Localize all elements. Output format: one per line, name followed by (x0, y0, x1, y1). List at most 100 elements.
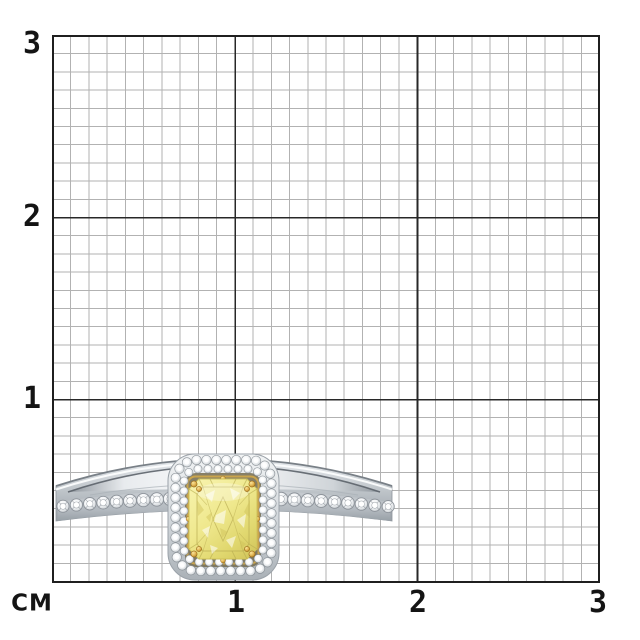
pave-stone (354, 497, 369, 511)
pave-stone-table (384, 503, 392, 510)
pave-stone-facet (78, 506, 81, 510)
halo-stone-table (186, 470, 191, 475)
y-axis-tick-1: 1 (22, 381, 42, 416)
pave-stone (327, 495, 342, 509)
halo-stone (179, 526, 189, 536)
halo-stone-table (181, 498, 187, 504)
halo-stone-table (218, 568, 224, 574)
halo-stone-table (268, 550, 274, 556)
prongs (190, 480, 256, 558)
halo-stone-table (179, 563, 185, 568)
halo-stone (211, 454, 222, 466)
pave-stone-facet (356, 505, 360, 509)
sparkle-light (230, 488, 240, 500)
pave-stone-facet (282, 500, 286, 504)
halo-stone (266, 548, 277, 559)
halo-stone-table (248, 568, 253, 574)
pave-stone-facet (343, 498, 347, 502)
halo-stone-table (181, 488, 187, 494)
prong-ball (248, 550, 256, 558)
pave-stone-facet (296, 494, 300, 498)
pave-stone (96, 495, 110, 510)
halo-stone (223, 464, 233, 474)
pave-stone-facet (138, 495, 142, 499)
halo-stone-table (173, 515, 178, 520)
halo-stone (205, 565, 216, 577)
halo-stone (258, 515, 268, 525)
pave-stone-facet (289, 501, 293, 505)
pave-stone-facet (72, 506, 75, 510)
pave-stone-table (371, 501, 379, 509)
prong-ball (196, 486, 202, 492)
pave-stone-facet (72, 500, 75, 504)
ring (55, 453, 395, 581)
pave-stone-facet (363, 499, 366, 503)
pave-stone-facet (282, 494, 286, 498)
pave-stone-table (126, 497, 134, 505)
pave-stone-facet (303, 495, 306, 499)
pave-stone (381, 500, 395, 514)
halo-stone-table (269, 520, 274, 526)
pave-stone-facet (376, 506, 380, 510)
pave-stone-facet (389, 508, 393, 511)
pave-stone-facet (370, 500, 374, 504)
halo-stone-table (177, 466, 182, 472)
halo-stone-table (173, 535, 178, 540)
halo-stone-table (182, 548, 187, 554)
halo-stone-table (216, 559, 222, 565)
pave-stone-facet (118, 497, 122, 500)
halo-stone-table (236, 559, 242, 565)
halo-stone-table (269, 481, 274, 486)
pave-stone-facet (330, 503, 333, 507)
sparkle-deep (240, 540, 246, 549)
halo-inner-row (179, 464, 268, 567)
pave-stone-facet (131, 496, 135, 499)
pave-stone-facet (112, 497, 115, 500)
pave-stone-facet (58, 501, 62, 505)
sparkle-light (210, 545, 218, 554)
halo-stone-table (245, 466, 251, 472)
halo-stone (266, 528, 277, 539)
halo-stone-table (173, 475, 179, 481)
halo-stone-table (173, 495, 178, 501)
halo-stone-table (223, 457, 229, 463)
halo-stone-table (262, 463, 268, 468)
pave-stone-table (344, 499, 352, 507)
pave-stone-facet (336, 497, 340, 501)
pave-stone-table (59, 502, 67, 510)
sparkle-deep (220, 528, 228, 538)
halo-stone (204, 557, 214, 567)
pave-stone-facet (98, 504, 102, 508)
halo-stone (265, 468, 276, 479)
pave-stone-facet (363, 505, 366, 509)
halo-stone (258, 495, 268, 505)
pave-stone-table (331, 498, 339, 506)
halo-stone (203, 464, 213, 474)
halo-stone-table (269, 491, 274, 496)
halo-stone (258, 475, 268, 485)
pave-stone-facet (309, 502, 313, 505)
halo-stone (170, 482, 181, 493)
halo-stone (179, 496, 189, 506)
pave-stone (69, 498, 84, 512)
halo-stone-table (238, 568, 243, 574)
pave-stone-facet (383, 508, 387, 511)
pave-stone-table (113, 498, 121, 506)
sparkle-light (205, 490, 215, 502)
halo-stone (266, 488, 277, 499)
halo-stone (255, 563, 266, 574)
pave-stone-facet (303, 502, 306, 505)
halo-stone-table (174, 554, 180, 560)
halo-stone (185, 554, 195, 564)
halo-stone-table (181, 538, 187, 544)
halo-stone (177, 560, 188, 571)
pave-stone-facet (370, 506, 374, 510)
halo-stone (179, 506, 189, 516)
halo-stone-table (260, 497, 266, 503)
halo-stone-table (255, 469, 260, 474)
pave-stone-facet (112, 503, 115, 507)
pave-stone-table (317, 497, 325, 505)
halo-stone-table (173, 545, 178, 550)
pave-stone (149, 492, 164, 507)
